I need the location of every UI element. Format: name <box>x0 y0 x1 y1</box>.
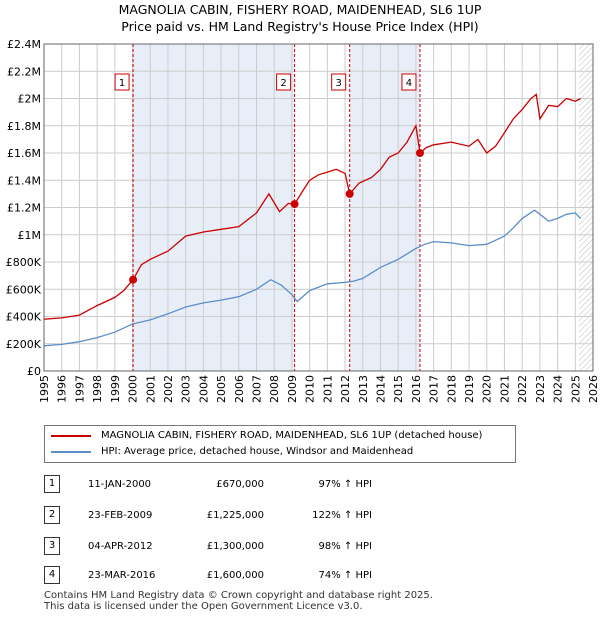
sale-point <box>415 149 424 157</box>
y-tick-label: £1.4M <box>7 174 41 187</box>
x-tick-label: 2014 <box>374 375 387 403</box>
x-tick-label: 2021 <box>498 375 511 403</box>
x-tick-label: 1995 <box>38 375 51 403</box>
x-tick-label: 2017 <box>428 375 441 403</box>
transaction-row: 4 23-MAR-2016 £1,600,000 74% ↑ HPI <box>0 566 600 586</box>
x-tick-label: 2025 <box>569 375 582 403</box>
footer-licence: This data is licensed under the Open Gov… <box>44 601 363 612</box>
transaction-price: £1,600,000 <box>206 570 264 581</box>
price-chart: 1 2 3 4 £0 £200K £400K £600K £800K £1M £1.2M £1.4M £… <box>6 38 600 403</box>
x-tick-label: 2026 <box>587 375 600 403</box>
x-tick-label: 2001 <box>144 375 157 403</box>
transaction-price: £1,225,000 <box>206 510 264 521</box>
property-series-line <box>43 93 581 320</box>
transaction-row: 2 23-FEB-2009 £1,225,000 122% ↑ HPI <box>0 506 600 526</box>
x-tick-label: 2009 <box>286 375 299 403</box>
x-tick-label: 2011 <box>321 375 334 403</box>
transaction-badge: 1 <box>44 475 60 493</box>
transaction-row: 3 04-APR-2012 £1,300,000 98% ↑ HPI <box>0 537 600 557</box>
transaction-price: £1,300,000 <box>206 541 264 552</box>
y-tick-label: £2.4M <box>7 38 41 51</box>
x-tick-label: 1997 <box>73 375 86 403</box>
sale-label-box <box>114 73 130 91</box>
sale-label: 4 <box>406 78 412 89</box>
x-tick-label: 2022 <box>516 375 529 403</box>
x-tick-label: 2007 <box>251 375 264 403</box>
x-tick-label: 2013 <box>357 375 370 403</box>
sale-label-box <box>331 73 347 91</box>
x-tick-label: 2023 <box>534 375 547 403</box>
footer: Contains HM Land Registry data © Crown c… <box>44 590 433 612</box>
chart-subtitle: Price paid vs. HM Land Registry's House … <box>121 19 479 34</box>
transaction-hpi: 98% ↑ HPI <box>318 541 372 552</box>
x-tick-label: 2004 <box>197 375 210 403</box>
y-tick-label: £1.8M <box>7 120 41 133</box>
sale-point <box>290 200 299 209</box>
y-tick-label: £1.2M <box>7 202 41 215</box>
x-tick-label: 2006 <box>233 375 246 403</box>
sale-label-box <box>276 73 292 91</box>
transaction-price: £670,000 <box>216 479 264 490</box>
x-tick-label: 2000 <box>127 375 140 403</box>
transaction-date: 23-MAR-2016 <box>88 570 156 581</box>
transaction-date: 11-JAN-2000 <box>88 479 152 490</box>
transaction-row: 1 11-JAN-2000 £670,000 97% ↑ HPI <box>0 475 600 495</box>
x-tick-label: 2015 <box>392 375 405 403</box>
x-tick-label: 2010 <box>304 375 317 403</box>
y-tick-label: £200K <box>6 338 42 351</box>
transaction-hpi: 122% ↑ HPI <box>312 510 372 521</box>
legend-swatch-blue <box>51 451 91 453</box>
x-tick-label: 2003 <box>180 375 193 403</box>
y-tick-label: £2.2M <box>7 65 41 78</box>
x-tick-label: 1996 <box>56 375 69 403</box>
transaction-date: 23-FEB-2009 <box>88 510 153 521</box>
transaction-hpi: 97% ↑ HPI <box>318 479 372 490</box>
y-tick-label: £800K <box>6 256 42 269</box>
x-tick-label: 2020 <box>481 375 494 403</box>
x-tick-label: 2018 <box>445 375 458 403</box>
x-tick-label: 2008 <box>268 375 281 403</box>
hpi-series-line <box>43 209 582 347</box>
x-tick-label: 2002 <box>162 375 175 403</box>
x-tick-label: 2024 <box>552 375 565 403</box>
sale-label: 1 <box>119 78 125 89</box>
sale-point <box>129 275 138 284</box>
transaction-badge: 2 <box>44 506 60 524</box>
x-tick-label: 2019 <box>463 375 476 403</box>
sale-point <box>345 189 354 198</box>
transaction-badge: 3 <box>44 537 60 555</box>
legend: MAGNOLIA CABIN, FISHERY ROAD, MAIDENHEAD… <box>44 425 516 463</box>
legend-label-property: MAGNOLIA CABIN, FISHERY ROAD, MAIDENHEAD… <box>101 430 483 441</box>
x-tick-label: 2012 <box>339 375 352 403</box>
transaction-badge: 4 <box>44 566 60 584</box>
y-tick-label: £600K <box>6 283 42 296</box>
sale-label: 2 <box>280 78 286 89</box>
transaction-date: 04-APR-2012 <box>88 541 153 552</box>
legend-item-hpi: HPI: Average price, detached house, Wind… <box>45 444 515 460</box>
y-tick-label: £1.6M <box>7 147 41 160</box>
legend-swatch-red <box>51 435 91 437</box>
x-tick-label: 1998 <box>91 375 104 403</box>
footer-copyright: Contains HM Land Registry data © Crown c… <box>44 590 433 601</box>
x-tick-label: 2005 <box>215 375 228 403</box>
x-tick-label: 2016 <box>410 375 423 403</box>
sale-label: 3 <box>335 78 341 89</box>
x-tick-label: 1999 <box>109 375 122 403</box>
y-tick-label: £400K <box>6 311 42 324</box>
transaction-hpi: 74% ↑ HPI <box>318 570 372 581</box>
sale-label-box <box>401 73 417 91</box>
y-tick-label: £1M <box>18 229 42 242</box>
legend-label-hpi: HPI: Average price, detached house, Wind… <box>101 446 414 457</box>
legend-item-property: MAGNOLIA CABIN, FISHERY ROAD, MAIDENHEAD… <box>45 428 515 444</box>
y-tick-label: £2M <box>18 93 42 106</box>
plot-frame <box>43 43 594 372</box>
y-tick-label: £0 <box>27 365 41 378</box>
chart-title: MAGNOLIA CABIN, FISHERY ROAD, MAIDENHEAD… <box>118 2 482 17</box>
